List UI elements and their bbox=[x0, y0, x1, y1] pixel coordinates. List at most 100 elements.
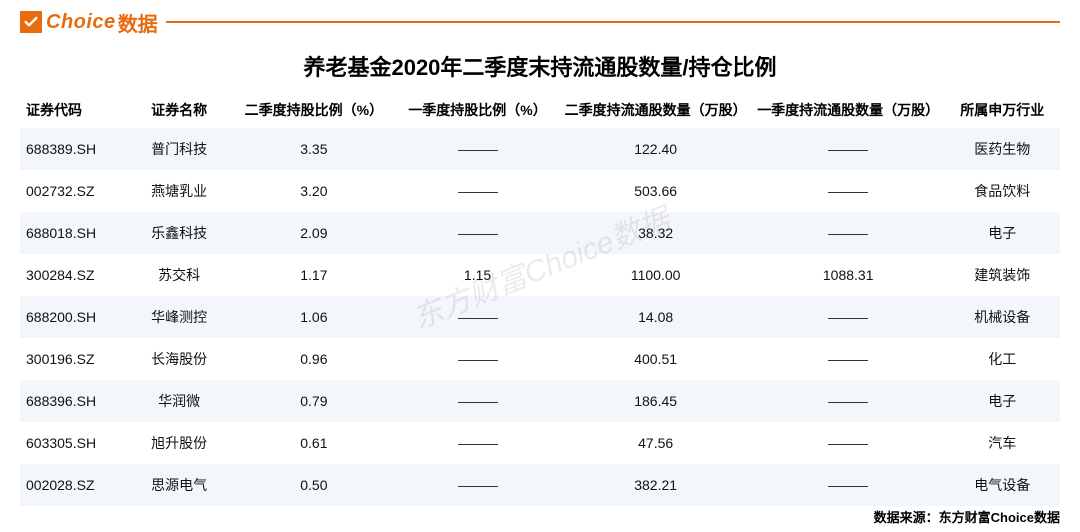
cell-q1qty bbox=[752, 225, 945, 241]
cell-industry: 电子 bbox=[944, 391, 1060, 411]
cell-industry: 机械设备 bbox=[944, 307, 1060, 327]
cell-q1qty bbox=[752, 141, 945, 157]
cell-q2qty: 382.21 bbox=[559, 477, 752, 493]
cell-code: 002028.SZ bbox=[20, 477, 126, 493]
dash-icon bbox=[828, 402, 868, 403]
cell-q2ratio: 0.96 bbox=[232, 351, 396, 367]
brand-text-cn: 数据 bbox=[118, 8, 158, 37]
cell-q1qty: 1088.31 bbox=[752, 267, 945, 283]
table-header-row: 证券代码 证券名称 二季度持股比例（%） 一季度持股比例（%） 二季度持流通股数… bbox=[20, 92, 1060, 128]
cell-q1qty bbox=[752, 309, 945, 325]
cell-industry: 食品饮料 bbox=[944, 181, 1060, 201]
dash-icon bbox=[458, 360, 498, 361]
dash-icon bbox=[458, 234, 498, 235]
table-row: 688396.SH华润微0.79 186.45 电子 bbox=[20, 380, 1060, 422]
cell-q1qty bbox=[752, 183, 945, 199]
cell-q2qty: 38.32 bbox=[559, 225, 752, 241]
dash-icon bbox=[458, 444, 498, 445]
table-row: 002028.SZ思源电气0.50 382.21 电气设备 bbox=[20, 464, 1060, 506]
cell-q1ratio bbox=[396, 141, 560, 157]
cell-q2qty: 122.40 bbox=[559, 141, 752, 157]
cell-name: 华峰测控 bbox=[126, 307, 232, 327]
col-code: 证券代码 bbox=[20, 100, 126, 120]
dash-icon bbox=[828, 444, 868, 445]
brand-bar: Choice 数据 bbox=[0, 0, 1080, 36]
cell-q2qty: 14.08 bbox=[559, 309, 752, 325]
cell-code: 688200.SH bbox=[20, 309, 126, 325]
col-q1ratio: 一季度持股比例（%） bbox=[396, 100, 560, 120]
dash-icon bbox=[458, 486, 498, 487]
col-name: 证券名称 bbox=[126, 100, 232, 120]
cell-q2ratio: 3.35 bbox=[232, 141, 396, 157]
table-row: 300284.SZ苏交科1.171.151100.001088.31建筑装饰 bbox=[20, 254, 1060, 296]
cell-q2ratio: 0.50 bbox=[232, 477, 396, 493]
cell-q1ratio bbox=[396, 309, 560, 325]
table-row: 603305.SH旭升股份0.61 47.56 汽车 bbox=[20, 422, 1060, 464]
cell-name: 苏交科 bbox=[126, 265, 232, 285]
cell-q1ratio: 1.15 bbox=[396, 267, 560, 283]
cell-name: 普门科技 bbox=[126, 139, 232, 159]
table-row: 300196.SZ长海股份0.96 400.51 化工 bbox=[20, 338, 1060, 380]
dash-icon bbox=[828, 150, 868, 151]
cell-q1qty bbox=[752, 435, 945, 451]
cell-q2qty: 1100.00 bbox=[559, 267, 752, 283]
dash-icon bbox=[828, 318, 868, 319]
cell-q2qty: 47.56 bbox=[559, 435, 752, 451]
holdings-table: 证券代码 证券名称 二季度持股比例（%） 一季度持股比例（%） 二季度持流通股数… bbox=[0, 92, 1080, 506]
brand-divider bbox=[166, 21, 1060, 23]
cell-code: 300284.SZ bbox=[20, 267, 126, 283]
cell-q1ratio bbox=[396, 477, 560, 493]
cell-q2qty: 186.45 bbox=[559, 393, 752, 409]
cell-industry: 电子 bbox=[944, 223, 1060, 243]
table-row: 688200.SH华峰测控1.06 14.08 机械设备 bbox=[20, 296, 1060, 338]
cell-q2ratio: 1.17 bbox=[232, 267, 396, 283]
cell-name: 旭升股份 bbox=[126, 433, 232, 453]
cell-q1ratio bbox=[396, 225, 560, 241]
cell-name: 华润微 bbox=[126, 391, 232, 411]
dash-icon bbox=[828, 360, 868, 361]
cell-q2ratio: 2.09 bbox=[232, 225, 396, 241]
cell-code: 300196.SZ bbox=[20, 351, 126, 367]
col-industry: 所属申万行业 bbox=[944, 100, 1060, 120]
cell-industry: 汽车 bbox=[944, 433, 1060, 453]
cell-name: 长海股份 bbox=[126, 349, 232, 369]
brand-text-en: Choice bbox=[46, 11, 116, 34]
cell-q1qty bbox=[752, 477, 945, 493]
data-source: 数据来源：东方财富Choice数据 bbox=[874, 507, 1060, 526]
table-row: 688018.SH乐鑫科技2.09 38.32 电子 bbox=[20, 212, 1060, 254]
cell-q2ratio: 3.20 bbox=[232, 183, 396, 199]
dash-icon bbox=[828, 234, 868, 235]
cell-q1qty bbox=[752, 351, 945, 367]
cell-q1ratio bbox=[396, 435, 560, 451]
col-q2ratio: 二季度持股比例（%） bbox=[232, 100, 396, 120]
cell-q1ratio bbox=[396, 183, 560, 199]
cell-q1qty bbox=[752, 393, 945, 409]
cell-code: 603305.SH bbox=[20, 435, 126, 451]
dash-icon bbox=[458, 192, 498, 193]
cell-industry: 化工 bbox=[944, 349, 1060, 369]
cell-q2qty: 400.51 bbox=[559, 351, 752, 367]
dash-icon bbox=[458, 150, 498, 151]
cell-industry: 电气设备 bbox=[944, 475, 1060, 495]
brand-check-icon bbox=[20, 11, 42, 33]
dash-icon bbox=[828, 192, 868, 193]
cell-code: 688389.SH bbox=[20, 141, 126, 157]
dash-icon bbox=[458, 402, 498, 403]
cell-name: 燕塘乳业 bbox=[126, 181, 232, 201]
cell-q1ratio bbox=[396, 393, 560, 409]
cell-code: 688396.SH bbox=[20, 393, 126, 409]
cell-q2ratio: 1.06 bbox=[232, 309, 396, 325]
cell-q2ratio: 0.61 bbox=[232, 435, 396, 451]
col-q1qty: 一季度持流通股数量（万股） bbox=[752, 100, 945, 120]
cell-industry: 建筑装饰 bbox=[944, 265, 1060, 285]
cell-name: 乐鑫科技 bbox=[126, 223, 232, 243]
dash-icon bbox=[828, 486, 868, 487]
dash-icon bbox=[458, 318, 498, 319]
cell-code: 688018.SH bbox=[20, 225, 126, 241]
cell-industry: 医药生物 bbox=[944, 139, 1060, 159]
table-row: 688389.SH普门科技3.35 122.40 医药生物 bbox=[20, 128, 1060, 170]
page-title: 养老基金2020年二季度末持流通股数量/持仓比例 bbox=[0, 36, 1080, 92]
cell-q2qty: 503.66 bbox=[559, 183, 752, 199]
cell-q2ratio: 0.79 bbox=[232, 393, 396, 409]
cell-name: 思源电气 bbox=[126, 475, 232, 495]
